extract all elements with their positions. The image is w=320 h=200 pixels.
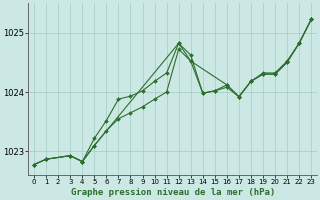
X-axis label: Graphe pression niveau de la mer (hPa): Graphe pression niveau de la mer (hPa)	[70, 188, 275, 197]
